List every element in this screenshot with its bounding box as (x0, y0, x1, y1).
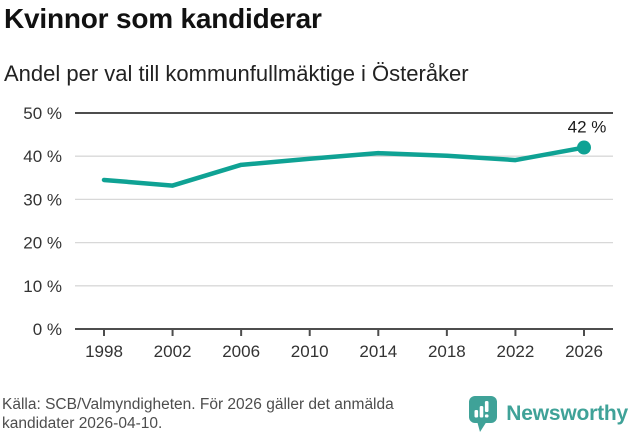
x-axis-label: 2014 (359, 342, 397, 361)
y-axis-label: 10 % (23, 276, 62, 295)
y-axis-label: 30 % (23, 190, 62, 209)
y-axis-label: 20 % (23, 233, 62, 252)
chart-header: Kvinnor som kandiderar Andel per val til… (0, 0, 631, 88)
data-line (101, 144, 587, 188)
line-chart: 0 % 10 % 20 % 30 % 40 % 50 % 1998 2002 2006 2010 2… (23, 104, 613, 361)
data-point-value-label: 42 % (568, 117, 607, 136)
newsworthy-wordmark: Newsworthy (506, 402, 628, 426)
x-axis-label: 2018 (428, 342, 466, 361)
data-point-last (577, 140, 591, 155)
x-axis-label: 2006 (222, 342, 260, 361)
newsworthy-logo: Newsworthy (468, 395, 628, 433)
x-axis-label: 2002 (154, 342, 192, 361)
x-axis-label: 2022 (497, 342, 535, 361)
x-axis-label: 2026 (565, 342, 603, 361)
chart-footer: Källa: SCB/Valmyndigheten. För 2026 gäll… (0, 395, 631, 435)
source-note: Källa: SCB/Valmyndigheten. För 2026 gäll… (2, 395, 394, 433)
chart-subtitle: Andel per val till kommunfullmäktige i Ö… (4, 61, 469, 87)
x-axis-label: 2010 (291, 342, 329, 361)
y-axis-label: 40 % (23, 147, 62, 166)
y-axis-label: 50 % (23, 104, 62, 123)
chart-title: Kvinnor som kandiderar (4, 3, 322, 34)
x-axis-label: 1998 (85, 342, 123, 361)
bar-chart-bubble-icon (469, 396, 498, 433)
y-axis-label: 0 % (33, 320, 62, 339)
